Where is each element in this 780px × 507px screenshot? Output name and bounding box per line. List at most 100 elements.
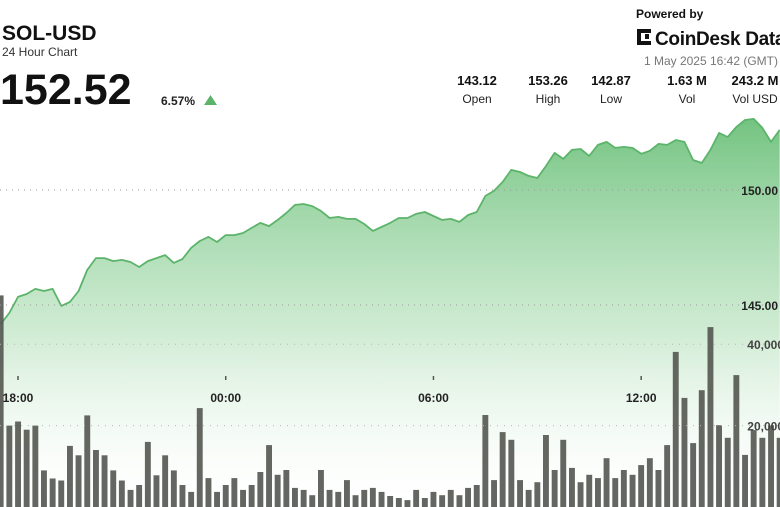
volume-bar <box>733 375 740 507</box>
volume-bar <box>456 495 463 507</box>
volume-bar <box>534 482 541 507</box>
volume-bar <box>543 435 549 507</box>
volume-bar <box>352 495 359 507</box>
volume-bar <box>465 487 471 507</box>
volume-bar <box>569 467 575 507</box>
volume-bar <box>724 437 731 507</box>
volume-bar <box>672 351 679 507</box>
volume-bar <box>681 397 688 507</box>
volume-bar <box>127 489 134 507</box>
volume-bar <box>188 491 195 507</box>
volume-bar <box>274 474 281 507</box>
price-line <box>0 118 780 325</box>
volume-bar <box>499 432 506 507</box>
volume-bar <box>491 480 497 507</box>
volume-bar <box>750 430 757 507</box>
volume-bar <box>110 470 117 507</box>
timestamp: 1 May 2025 16:42 (GMT) <box>644 54 778 68</box>
volume-bar <box>447 489 454 507</box>
volume-bar <box>118 480 125 507</box>
volume-bar <box>560 439 567 507</box>
volume-bar <box>586 474 593 507</box>
symbol: SOL-USD <box>2 22 97 45</box>
volume-bar <box>369 487 376 507</box>
volume-bar <box>404 500 411 507</box>
volume-bar <box>6 425 13 507</box>
volume-bar <box>517 480 523 507</box>
volume-bar <box>205 478 212 507</box>
subtitle: 24 Hour Chart <box>2 45 78 59</box>
volume-bar <box>170 470 177 507</box>
price-area <box>0 118 780 507</box>
stat-value: 1.63 M <box>667 73 707 88</box>
y2-tick-label: 20,000 <box>747 420 780 434</box>
header: SOL-USD 24 Hour Chart 152.52 6.57% Power… <box>0 7 780 114</box>
volume-bar <box>93 450 99 507</box>
change: 6.57% <box>161 94 195 108</box>
volume-bar <box>421 498 428 507</box>
volume-bar <box>361 489 368 507</box>
volume-bar <box>309 495 316 507</box>
volume-bar <box>508 439 515 507</box>
volume-bar <box>23 429 30 507</box>
volume-bar <box>655 470 662 507</box>
volume-bar <box>101 455 108 507</box>
volume-bar <box>395 498 402 507</box>
volume-bar <box>482 415 489 507</box>
volume-bar <box>15 421 21 507</box>
x-tick-label: 00:00 <box>210 391 241 405</box>
volume-bar <box>326 489 333 507</box>
volume-bar <box>257 472 264 507</box>
brand-name: CoinDesk Data <box>655 29 780 50</box>
volume-bar <box>144 441 151 507</box>
powered-by: Powered by <box>636 7 704 21</box>
stat-label: Low <box>600 92 622 106</box>
volume-bar <box>690 443 697 507</box>
volume-bar <box>698 390 705 507</box>
brand-logo <box>637 29 651 45</box>
stat-label: Open <box>462 92 491 106</box>
volume-bar <box>0 295 4 507</box>
volume-bar <box>473 485 480 507</box>
stat-label: Vol <box>679 92 696 106</box>
volume-bar <box>335 491 342 507</box>
stat-label: High <box>536 92 561 106</box>
volume-bar <box>344 480 350 507</box>
x-tick-label: 18:00 <box>3 391 34 405</box>
volume-bar <box>629 474 636 507</box>
volume-bar <box>162 455 169 507</box>
volume-bar <box>646 458 653 507</box>
volume-bar <box>266 445 272 507</box>
volume-bar <box>318 470 324 507</box>
volume-bar <box>378 491 385 507</box>
volume-bar <box>768 425 774 507</box>
volume-bar <box>551 470 558 507</box>
volume-bar <box>595 478 601 507</box>
volume-bar <box>231 478 238 507</box>
volume-bar <box>413 489 420 507</box>
volume-bar <box>577 482 584 507</box>
volume-bar <box>283 470 290 507</box>
volume-bar <box>776 437 780 507</box>
volume-bar <box>300 489 307 507</box>
volume-bar <box>387 496 394 507</box>
x-tick-label: 06:00 <box>418 391 449 405</box>
volume-bar <box>179 485 186 507</box>
volume-bar <box>292 487 298 507</box>
volume-bar <box>75 455 82 507</box>
stat-value: 143.12 <box>457 73 497 88</box>
stat-value: 153.26 <box>528 73 568 88</box>
volume-bar <box>612 478 619 507</box>
volume-bar <box>638 465 645 507</box>
y-tick-label: 150.00 <box>741 184 778 198</box>
y-tick-label: 145.00 <box>741 299 778 313</box>
volume-bar <box>196 408 203 507</box>
price: 152.52 <box>0 66 132 114</box>
volume-bar <box>136 485 143 507</box>
volume-bar <box>742 454 748 507</box>
volume-bar <box>525 489 532 507</box>
volume-bar <box>716 425 722 507</box>
volume-bar <box>240 489 246 507</box>
volume-bar <box>620 470 627 507</box>
volume-bar <box>41 470 47 507</box>
